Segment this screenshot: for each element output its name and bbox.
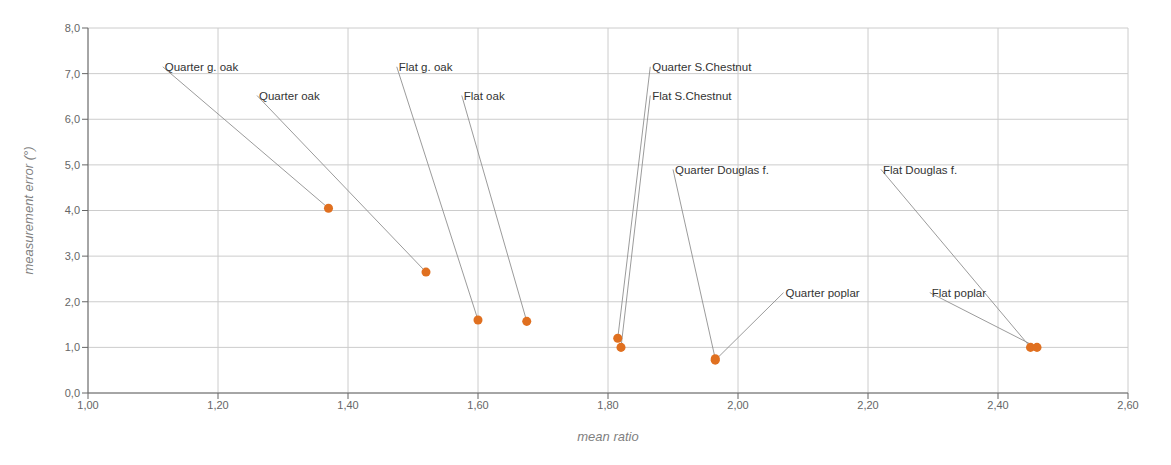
svg-text:mean ratio: mean ratio bbox=[577, 429, 638, 444]
svg-text:Flat g. oak: Flat g. oak bbox=[399, 61, 453, 73]
svg-text:1,0: 1,0 bbox=[65, 341, 80, 353]
svg-text:4,0: 4,0 bbox=[65, 204, 80, 216]
svg-text:7,0: 7,0 bbox=[65, 68, 80, 80]
svg-text:1,60: 1,60 bbox=[467, 399, 488, 411]
svg-text:2,20: 2,20 bbox=[857, 399, 878, 411]
svg-text:0,0: 0,0 bbox=[65, 387, 80, 399]
svg-text:Flat S.Chestnut: Flat S.Chestnut bbox=[652, 90, 732, 102]
svg-text:1,00: 1,00 bbox=[77, 399, 98, 411]
svg-text:2,0: 2,0 bbox=[65, 296, 80, 308]
svg-text:Quarter S.Chestnut: Quarter S.Chestnut bbox=[652, 61, 752, 73]
svg-text:Flat poplar: Flat poplar bbox=[932, 287, 987, 299]
svg-text:6,0: 6,0 bbox=[65, 113, 80, 125]
svg-text:2,40: 2,40 bbox=[987, 399, 1008, 411]
svg-text:8,0: 8,0 bbox=[65, 22, 80, 34]
svg-text:measurement error (°): measurement error (°) bbox=[21, 146, 36, 274]
svg-text:Quarter Douglas f.: Quarter Douglas f. bbox=[675, 164, 769, 176]
svg-text:1,40: 1,40 bbox=[337, 399, 358, 411]
svg-text:Quarter oak: Quarter oak bbox=[259, 90, 320, 102]
svg-text:3,0: 3,0 bbox=[65, 250, 80, 262]
svg-text:Flat Douglas f.: Flat Douglas f. bbox=[883, 164, 957, 176]
svg-text:2,60: 2,60 bbox=[1117, 399, 1138, 411]
svg-text:Flat oak: Flat oak bbox=[464, 90, 505, 102]
svg-text:2,00: 2,00 bbox=[727, 399, 748, 411]
svg-text:1,20: 1,20 bbox=[207, 399, 228, 411]
svg-text:Quarter poplar: Quarter poplar bbox=[786, 287, 860, 299]
svg-text:5,0: 5,0 bbox=[65, 159, 80, 171]
svg-text:1,80: 1,80 bbox=[597, 399, 618, 411]
svg-text:Quarter g. oak: Quarter g. oak bbox=[165, 61, 239, 73]
